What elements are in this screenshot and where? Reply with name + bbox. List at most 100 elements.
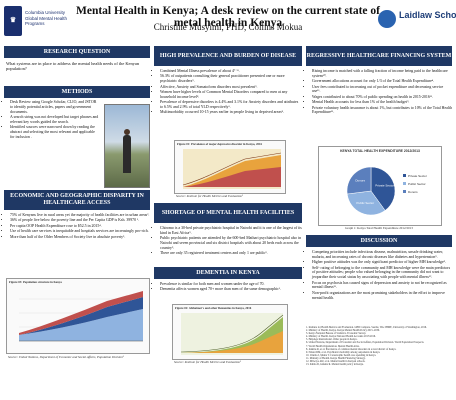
prevalence-item: Multimorbidity occurred 10-15 years earl…	[160, 110, 302, 115]
dementia-item: Dementia affects women aged 70+ more tha…	[160, 287, 302, 292]
pie-chart-caption: Graph 1: Kenya Total Health Expenditure …	[345, 226, 413, 230]
pie-slice-donors	[346, 166, 372, 195]
disparity-item: 36% of people live below the poverty lin…	[10, 218, 150, 223]
laidlaw-mark-icon	[378, 10, 396, 28]
pie-slice-private-sector	[370, 166, 396, 211]
person-figure	[123, 135, 131, 173]
financing-heading: REGRESSIVE HEALTHCARE FINANCING SYSTEM	[306, 46, 452, 66]
legend-swatch	[403, 182, 406, 185]
research-question-text: What systems are in place to address the…	[6, 61, 140, 72]
columbia-logo-text: Columbia University Global Mental Health…	[25, 10, 68, 26]
poster-header: ♛ Columbia University Global Mental Heal…	[0, 0, 456, 42]
financing-item: Private voluntary health insurance is ab…	[312, 106, 452, 116]
prevalence-list: Combined Mental Illness prevalence of ab…	[154, 69, 302, 116]
financing-item: Mental Health accounts for less than 1% …	[312, 100, 452, 105]
dementia-item: Prevalence is similar for both men and w…	[160, 282, 302, 287]
legend-swatch	[403, 174, 406, 177]
reference-item: 6. United Nations, Department of Economi…	[306, 341, 425, 345]
population-area-3	[19, 291, 143, 335]
depression-figure-title: Figure 01: Prevalence of major depressiv…	[177, 142, 263, 146]
discussion-item: Focus on psychosis has caused signs of d…	[312, 281, 452, 291]
reference-item: 1. Institute for Health Metrics and Eval…	[306, 326, 427, 329]
financing-item: User fees contributed to increasing out …	[312, 85, 452, 95]
disparity-item: Use of health care services is inequitab…	[10, 229, 150, 234]
population-source: Source: United Nations, Department of Ec…	[8, 355, 124, 359]
discussion-heading: DISCUSSION	[306, 235, 452, 247]
discussion-item: Competing priorities include infectious …	[312, 250, 452, 260]
pie-slice-label: Public Sector	[356, 201, 374, 205]
pie-slice-public-sector	[346, 190, 386, 216]
dementia-figure: Figure 02: Alzheimer's and other Dementi…	[172, 304, 288, 360]
methods-item: Desk Review using Google Scholar, CLIO, …	[10, 100, 100, 114]
health-expenditure-pie-chart: Private Sector Public Sector Donors Private…	[346, 166, 427, 216]
methods-item: Identified sources were narrowed down by…	[10, 125, 100, 139]
disparity-item: 75% of Kenyans live in rural areas yet t…	[10, 213, 150, 218]
legend-swatch	[403, 190, 406, 193]
dementia-list: Prevalence is similar for both men and w…	[154, 282, 302, 293]
crown-icon: ♛	[4, 6, 22, 36]
methods-heading: METHODS	[4, 86, 150, 98]
financing-item: Rising income is matched with a falling …	[312, 69, 452, 79]
dementia-figure-title: Figure 02: Alzheimer's and other Dementi…	[175, 306, 252, 310]
discussion-item: Non-profit organizations are the most pr…	[312, 291, 452, 301]
pie-slice-label: Donors	[355, 178, 365, 182]
depression-source: Source: Institute for Health Metrics and…	[176, 194, 243, 198]
legend-label: Private Sector	[408, 174, 427, 178]
pie-chart-title: KENYA TOTAL HEALTH EXPENDITURE 2012/2013	[340, 149, 420, 153]
references-list: 1. Institute for Health Metrics and Eval…	[306, 326, 452, 398]
laidlaw-logo-text: Laidlaw Scholars	[399, 10, 456, 20]
disparity-heading: ECONOMIC AND GEOGRAPHIC DISPARITY IN HEA…	[4, 190, 150, 210]
depression-line	[182, 152, 282, 186]
discussion-list: Competing priorities include infectious …	[306, 250, 452, 301]
methods-item: A search string was not developed but ta…	[10, 115, 100, 125]
author-photo	[104, 104, 150, 188]
reference-item: 7. World Health Organization. Mental Hea…	[306, 344, 360, 348]
health-expenditure-figure: KENYA TOTAL HEALTH EXPENDITURE 2012/2013…	[318, 146, 442, 226]
shortage-list: Chiromo is a 30-bed private psychiatric …	[154, 226, 302, 257]
reference-item: 5. HelpAge International. Older people i…	[306, 338, 358, 342]
shortage-item: There are only 35 registered treatment c…	[160, 251, 302, 256]
depression-area-male	[183, 167, 281, 187]
reference-item: 2. Ministry of Health, Kenya. Kenya Ment…	[306, 329, 380, 333]
shortage-item: Chiromo is a 30-bed private psychiatric …	[160, 226, 302, 236]
dementia-heading: DEMENTIA IN KENYA	[154, 267, 302, 279]
prevalence-heading: HIGH PREVALENCE AND BURDEN OF DISEASE	[154, 46, 302, 66]
prevalence-item: Women have higher levels of Common Menta…	[160, 90, 302, 100]
methods-list: Desk Review using Google Scholar, CLIO, …	[4, 100, 100, 140]
legend-label: Donors	[408, 190, 418, 194]
reference-item: 11. Ministry of Health. Kenya Health Fin…	[306, 356, 366, 360]
reference-item: 4. Ministry of Health. Kenya National He…	[306, 335, 376, 339]
depression-prevalence-figure: Figure 01: Prevalence of major depressiv…	[174, 140, 286, 194]
prevalence-item: Affective, Anxiety and Somatoform disord…	[160, 85, 302, 90]
research-question-heading: RESEARCH QUESTION	[4, 46, 150, 58]
disparity-item: More than half of the Older Members of S…	[10, 235, 150, 240]
disparity-item: Per capita OOP Health Expenditure rose t…	[10, 224, 150, 229]
reference-item: 3. Kenya National Bureau of Statistics. …	[306, 332, 367, 336]
dementia-area-chart	[180, 313, 284, 355]
pie-slice-label: Private Sector	[375, 184, 394, 188]
dementia-area-men	[181, 331, 283, 353]
shortage-heading: SHORTAGE OF MENTAL HEALTH FACILITIES	[154, 203, 302, 223]
discussion-item: Self- rating of belonging to the communi…	[312, 266, 452, 280]
person-head	[124, 129, 130, 135]
population-figure-title: Figure 03: Population structure in Kenya	[9, 280, 62, 284]
prevalence-item: Prevalence of depressive disorders is 4.…	[160, 100, 302, 110]
prevalence-item: 56.3% of outpatients consulting their ge…	[160, 74, 302, 84]
population-area-1	[19, 309, 143, 341]
reference-item: 9. Ndetei DM, et al. Psychiatric morbidi…	[306, 350, 381, 354]
poster-authors: Christine Musyimi, PHD, Collins Mokua	[153, 22, 303, 32]
financing-item: Wages contributed to about 70% of public…	[312, 95, 452, 100]
population-area-chart	[19, 291, 143, 342]
population-structure-figure: Figure 03: Population structure in Kenya	[6, 278, 150, 354]
dementia-source: Source: Institute for Health Metrics and…	[174, 360, 241, 364]
dementia-line	[180, 314, 284, 353]
shortage-item: Public psychiatric patients are attended…	[160, 236, 302, 250]
laidlaw-logo: Laidlaw Scholars	[378, 8, 456, 34]
reference-item: 8. Jenkins R, et al. Prevalence of commo…	[306, 347, 397, 351]
depression-area-chart	[182, 149, 282, 189]
columbia-logo: ♛ Columbia University Global Mental Heal…	[4, 6, 68, 36]
financing-item: Government allocations account for only …	[312, 79, 452, 84]
disparity-list: 75% of Kenyans live in rural areas yet t…	[4, 213, 150, 240]
financing-list: Rising income is matched with a falling …	[306, 69, 452, 116]
discussion-item: Higher positive attitudes was the only s…	[312, 260, 452, 265]
